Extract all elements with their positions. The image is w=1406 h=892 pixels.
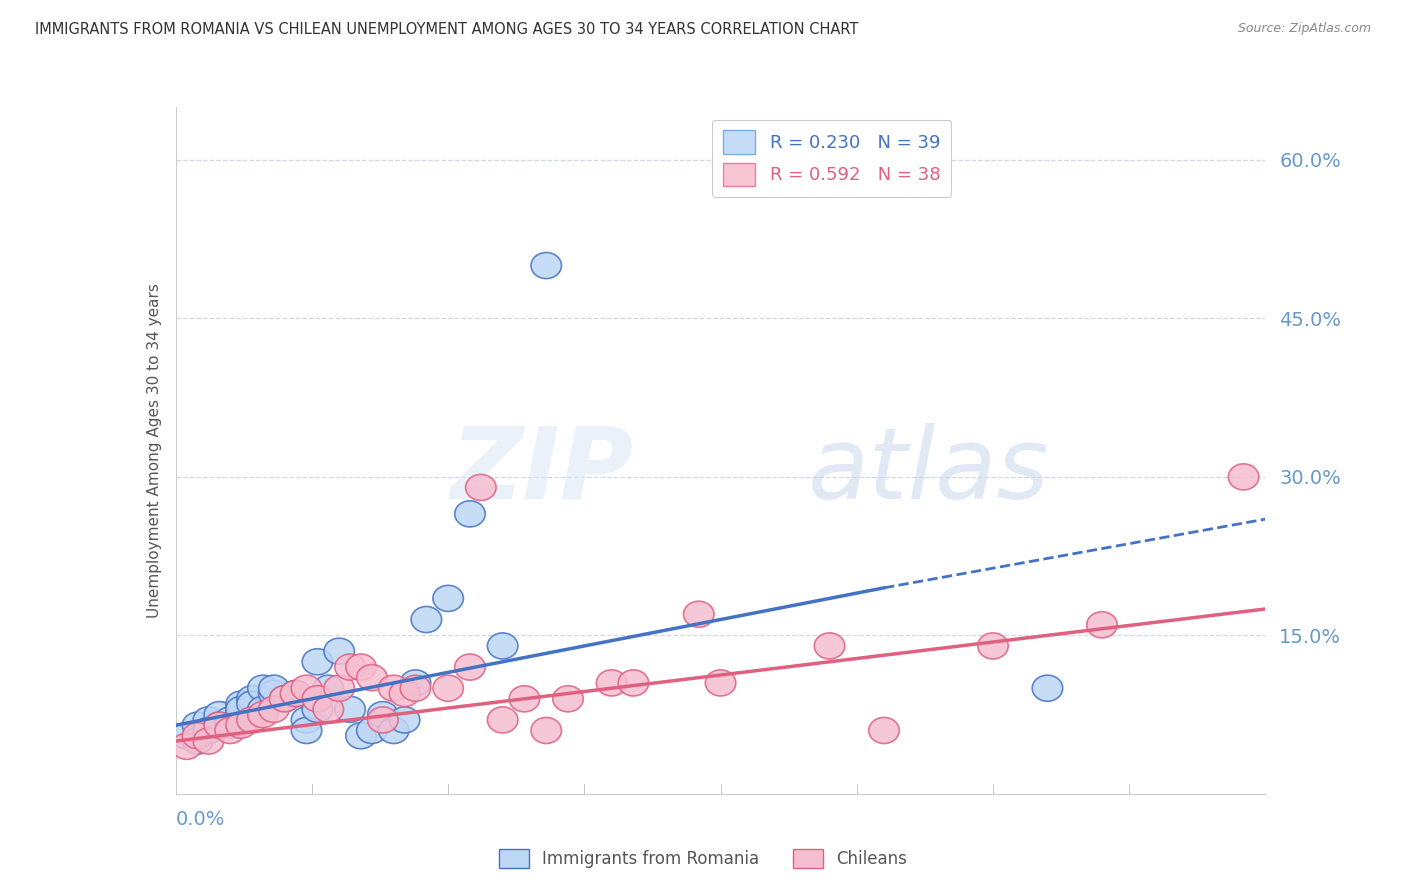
- Legend: Immigrants from Romania, Chileans: Immigrants from Romania, Chileans: [492, 842, 914, 875]
- Legend: R = 0.230   N = 39, R = 0.592   N = 38: R = 0.230 N = 39, R = 0.592 N = 38: [711, 120, 952, 196]
- Text: atlas: atlas: [807, 423, 1049, 519]
- Text: IMMIGRANTS FROM ROMANIA VS CHILEAN UNEMPLOYMENT AMONG AGES 30 TO 34 YEARS CORREL: IMMIGRANTS FROM ROMANIA VS CHILEAN UNEMP…: [35, 22, 859, 37]
- Text: ZIP: ZIP: [450, 423, 633, 519]
- Text: 0.0%: 0.0%: [176, 810, 225, 829]
- Text: Source: ZipAtlas.com: Source: ZipAtlas.com: [1237, 22, 1371, 36]
- Y-axis label: Unemployment Among Ages 30 to 34 years: Unemployment Among Ages 30 to 34 years: [146, 283, 162, 618]
